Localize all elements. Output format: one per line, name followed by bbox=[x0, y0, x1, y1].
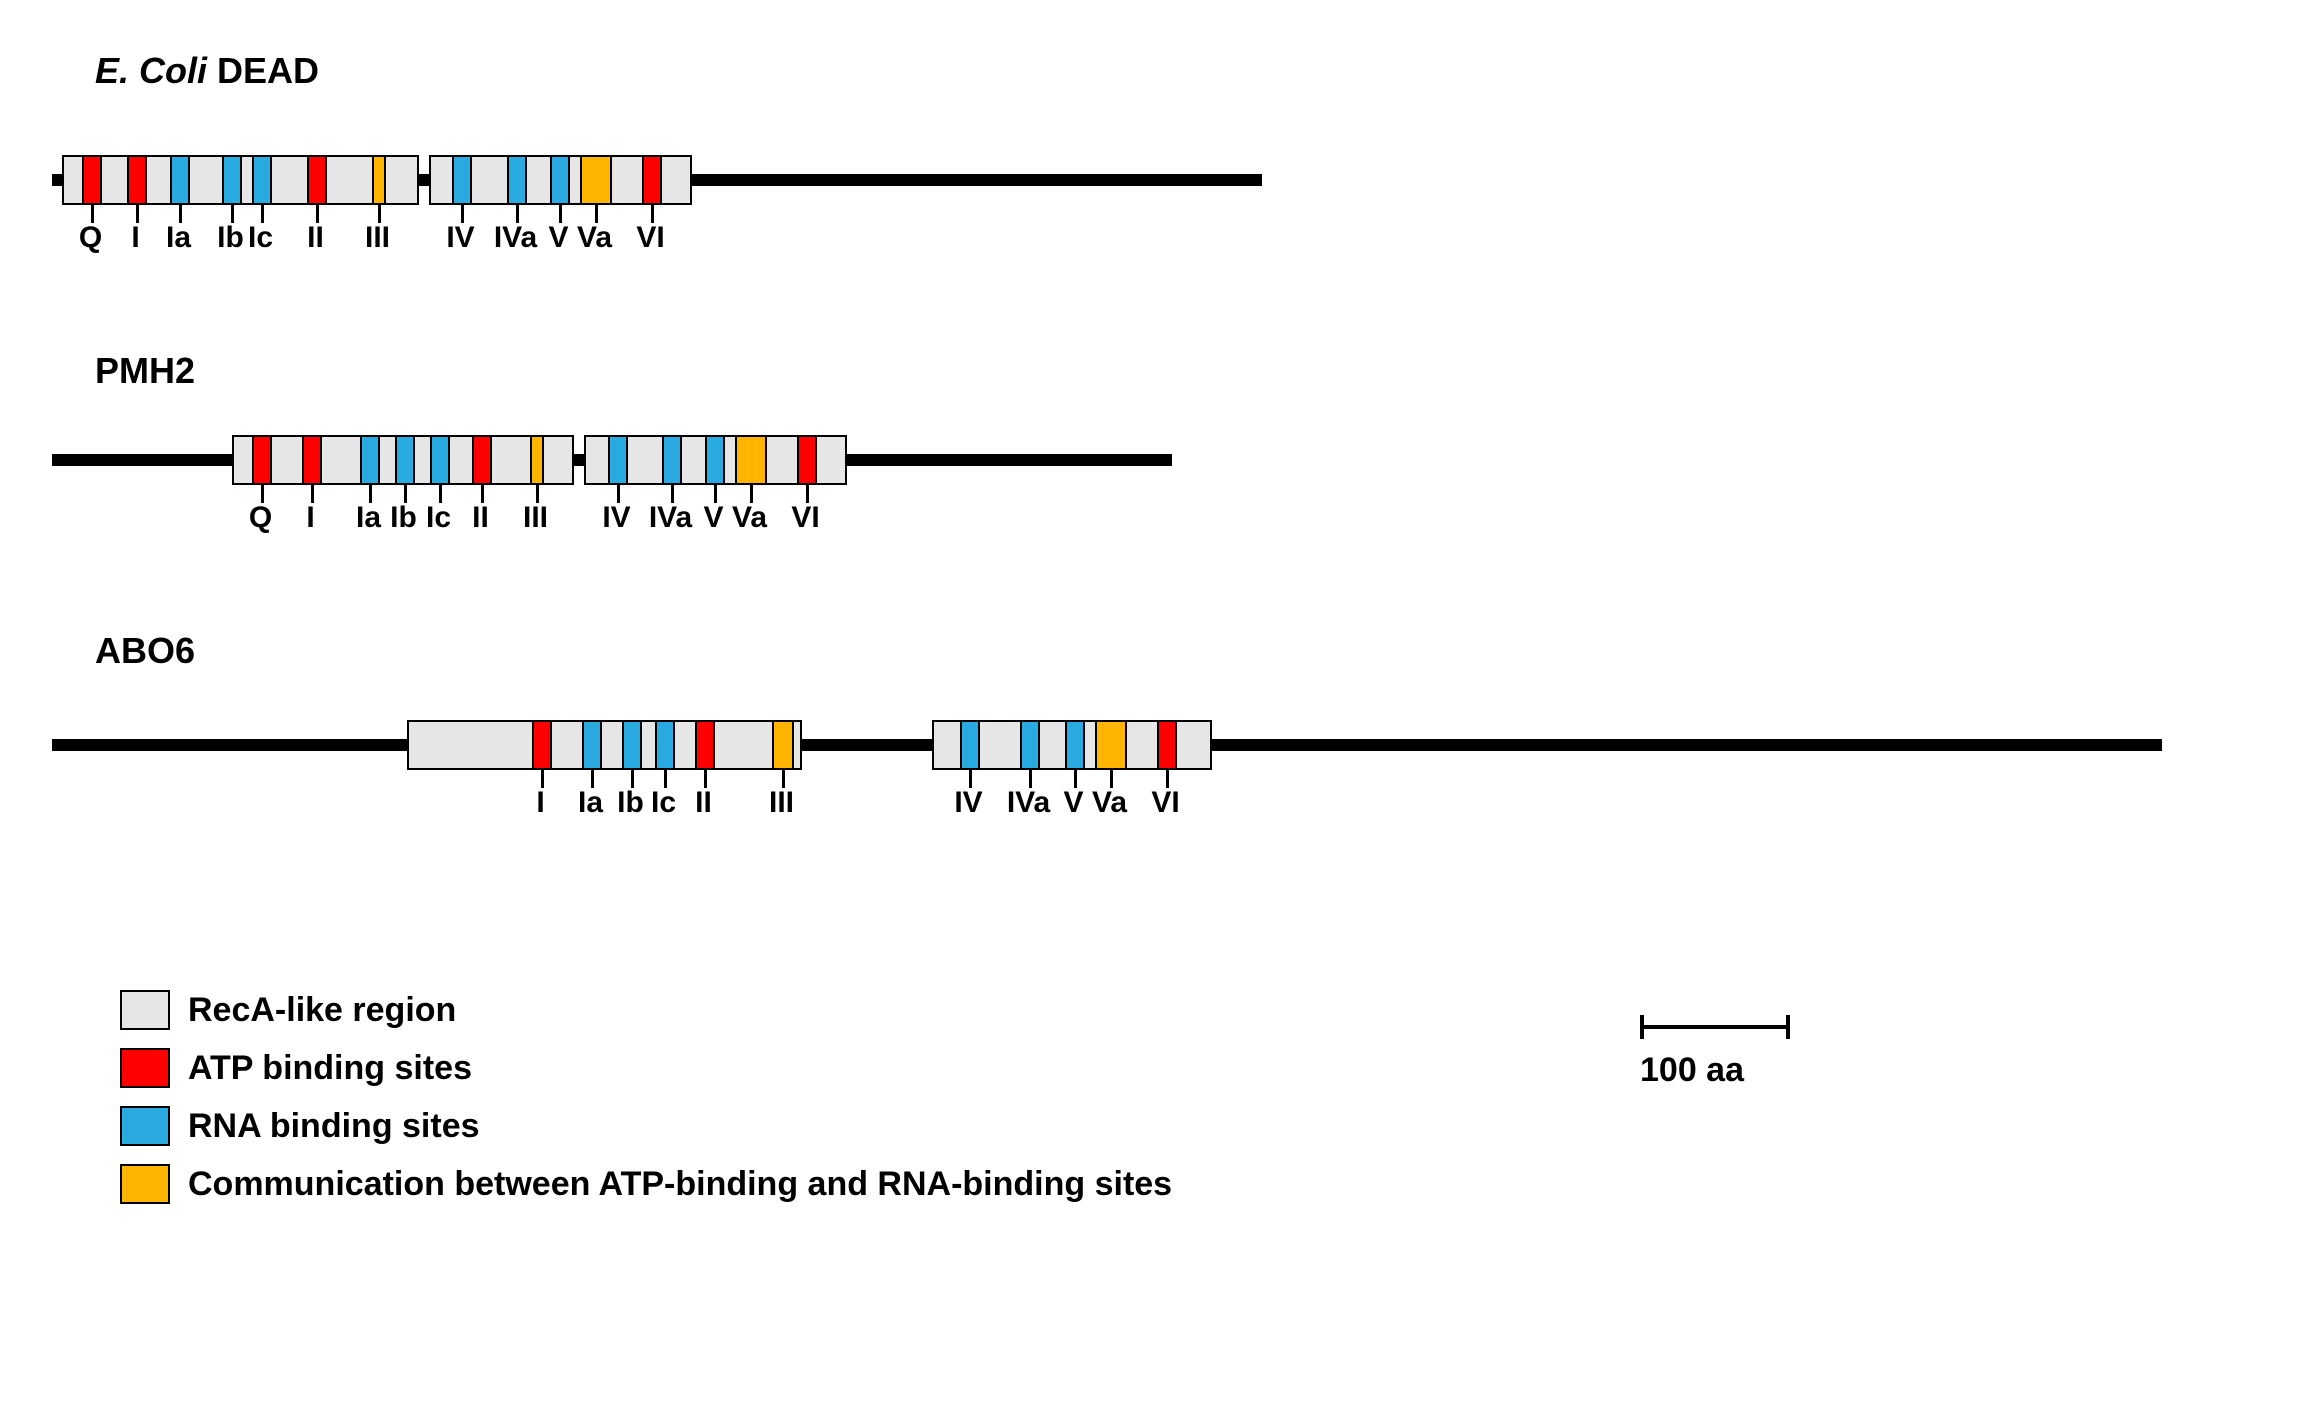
motif-IVa bbox=[1020, 720, 1040, 770]
protein-row-ecoli: QIIaIbIcIIIIIIVIVaVVaVI bbox=[52, 155, 1262, 205]
motif-III bbox=[530, 435, 544, 485]
motif-label-III: III bbox=[769, 786, 794, 820]
motif-label-IVa: IVa bbox=[649, 501, 692, 535]
legend-row: Communication between ATP-binding and RN… bbox=[120, 1164, 1172, 1204]
legend-swatch bbox=[120, 1048, 170, 1088]
motif-label-II: II bbox=[695, 786, 712, 820]
motif-label-VI: VI bbox=[1151, 786, 1179, 820]
scale-bar-line bbox=[1640, 1015, 1790, 1039]
motif-label-III: III bbox=[523, 501, 548, 535]
protein-title-pmh2: PMH2 bbox=[95, 350, 195, 392]
motif-label-VI: VI bbox=[636, 221, 664, 255]
motif-label-Ib: Ib bbox=[390, 501, 417, 535]
motif-label-Ic: Ic bbox=[426, 501, 451, 535]
motif-VI bbox=[1157, 720, 1177, 770]
motif-label-I: I bbox=[306, 501, 314, 535]
motif-label-Ia: Ia bbox=[356, 501, 381, 535]
motif-label-II: II bbox=[307, 221, 324, 255]
motif-label-Va: Va bbox=[1092, 786, 1127, 820]
motif-label-V: V bbox=[548, 221, 568, 255]
protein-title-abo6: ABO6 bbox=[95, 630, 195, 672]
scale-bar: 100 aa bbox=[1640, 1015, 1790, 1090]
legend-label: ATP binding sites bbox=[188, 1049, 472, 1088]
motif-label-IVa: IVa bbox=[494, 221, 537, 255]
motif-label-IV: IV bbox=[446, 221, 474, 255]
legend-swatch bbox=[120, 1164, 170, 1204]
motif-label-Ib: Ib bbox=[217, 221, 244, 255]
motif-label-Ic: Ic bbox=[248, 221, 273, 255]
legend: RecA-like region ATP binding sites RNA bin… bbox=[120, 990, 1172, 1222]
motif-label-V: V bbox=[703, 501, 723, 535]
protein-row-abo6: IIaIbIcIIIIIIVIVaVVaVI bbox=[52, 720, 2162, 770]
motif-IVa bbox=[507, 155, 527, 205]
motif-III bbox=[372, 155, 386, 205]
motif-IVa bbox=[662, 435, 682, 485]
motif-Q bbox=[252, 435, 272, 485]
scale-bar-label: 100 aa bbox=[1640, 1051, 1790, 1090]
legend-swatch bbox=[120, 990, 170, 1030]
motif-Va bbox=[1095, 720, 1127, 770]
motif-label-II: II bbox=[472, 501, 489, 535]
motif-label-VI: VI bbox=[791, 501, 819, 535]
motif-Ia bbox=[360, 435, 380, 485]
motif-V bbox=[550, 155, 570, 205]
motif-label-III: III bbox=[365, 221, 390, 255]
motif-Ia bbox=[582, 720, 602, 770]
motif-label-Q: Q bbox=[249, 501, 272, 535]
motif-IV bbox=[960, 720, 980, 770]
motif-Ic bbox=[430, 435, 450, 485]
motif-Q bbox=[82, 155, 102, 205]
legend-swatch bbox=[120, 1106, 170, 1146]
motif-label-Va: Va bbox=[577, 221, 612, 255]
protein-row-pmh2: QIIaIbIcIIIIIIVIVaVVaVI bbox=[52, 435, 1172, 485]
motif-Ib bbox=[395, 435, 415, 485]
motif-label-I: I bbox=[131, 221, 139, 255]
motif-V bbox=[705, 435, 725, 485]
motif-label-Ia: Ia bbox=[578, 786, 603, 820]
motif-label-Ic: Ic bbox=[651, 786, 676, 820]
motif-label-Ia: Ia bbox=[166, 221, 191, 255]
motif-label-Va: Va bbox=[732, 501, 767, 535]
motif-Ic bbox=[252, 155, 272, 205]
motif-II bbox=[472, 435, 492, 485]
motif-Va bbox=[580, 155, 612, 205]
motif-IV bbox=[608, 435, 628, 485]
motif-Ib bbox=[222, 155, 242, 205]
motif-label-I: I bbox=[536, 786, 544, 820]
motif-Ia bbox=[170, 155, 190, 205]
diagram-container: E. Coli DEADQIIaIbIcIIIIIIVIVaVVaVIPMH2Q… bbox=[40, 40, 2259, 1370]
protein-title-ecoli: E. Coli DEAD bbox=[95, 50, 319, 92]
legend-label: RecA-like region bbox=[188, 991, 456, 1030]
motif-VI bbox=[797, 435, 817, 485]
legend-row: RNA binding sites bbox=[120, 1106, 1172, 1146]
motif-label-V: V bbox=[1063, 786, 1083, 820]
motif-I bbox=[302, 435, 322, 485]
motif-label-IV: IV bbox=[602, 501, 630, 535]
motif-Ic bbox=[655, 720, 675, 770]
reca-region-1 bbox=[407, 720, 802, 770]
motif-I bbox=[532, 720, 552, 770]
legend-row: ATP binding sites bbox=[120, 1048, 1172, 1088]
motif-V bbox=[1065, 720, 1085, 770]
motif-label-IVa: IVa bbox=[1007, 786, 1050, 820]
motif-label-IV: IV bbox=[954, 786, 982, 820]
motif-IV bbox=[452, 155, 472, 205]
motif-Va bbox=[735, 435, 767, 485]
motif-Ib bbox=[622, 720, 642, 770]
motif-label-Q: Q bbox=[79, 221, 102, 255]
motif-label-Ib: Ib bbox=[617, 786, 644, 820]
motif-I bbox=[127, 155, 147, 205]
motif-II bbox=[695, 720, 715, 770]
motif-III bbox=[772, 720, 794, 770]
legend-label: Communication between ATP-binding and RN… bbox=[188, 1165, 1172, 1204]
legend-label: RNA binding sites bbox=[188, 1107, 480, 1146]
motif-VI bbox=[642, 155, 662, 205]
motif-II bbox=[307, 155, 327, 205]
legend-row: RecA-like region bbox=[120, 990, 1172, 1030]
